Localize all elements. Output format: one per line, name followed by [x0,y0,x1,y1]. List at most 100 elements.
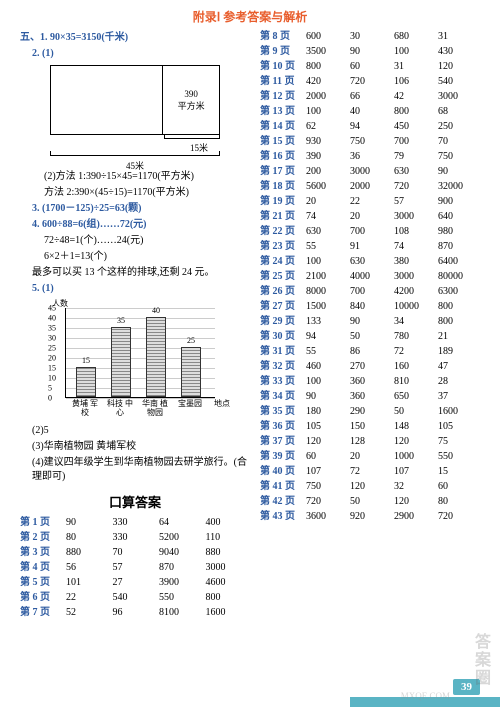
answer-value: 3000 [204,560,251,575]
answer-value: 450 [392,119,436,134]
y-tick: 40 [48,314,56,323]
answer-value: 110 [204,530,251,545]
answer-row: 第 3 页880709040880 [20,545,250,560]
page-label: 第 1 页 [20,515,64,530]
answer-row: 第 7 页529681001600 [20,605,250,620]
page-label: 第 30 页 [260,329,304,344]
watermark: 答案圈 [468,633,492,687]
answer-row: 第 12 页200066423000 [260,89,480,104]
answer-line: (2)5 [20,424,250,438]
x-tick: 宝墨园 [175,400,205,409]
answer-value: 40 [348,104,392,119]
answer-value: 460 [304,359,348,374]
page-label: 第 37 页 [260,434,304,449]
answer-value: 1500 [304,299,348,314]
answer-row: 第 31 页558672189 [260,344,480,359]
answer-value: 36 [348,149,392,164]
answer-value: 200 [304,164,348,179]
answer-value: 100 [304,104,348,119]
answer-line: (2)方法 1:390÷15×45=1170(平方米) [20,170,250,184]
page-label: 第 21 页 [260,209,304,224]
answer-line: 3. (1700－125)÷25=63(颗) [20,202,250,216]
rect-left [51,66,163,134]
answer-value: 62 [304,119,348,134]
y-tick: 35 [48,324,56,333]
answer-row: 第 5 页1012739004600 [20,575,250,590]
answer-value: 8100 [157,605,204,620]
content-area: 五、1. 90×35=3150(千米) 2. (1) 390 平方米 15米 4… [0,29,500,620]
answer-value: 5600 [304,179,348,194]
left-answer-table: 第 1 页9033064400第 2 页803305200110第 3 页880… [20,515,250,620]
answer-row: 第 11 页420720106540 [260,74,480,89]
answer-value: 148 [392,419,436,434]
answer-value: 2000 [348,179,392,194]
answer-value: 360 [348,389,392,404]
answer-value: 2900 [392,509,436,524]
page-label: 第 16 页 [260,149,304,164]
answer-line: 6×2＋1=13(个) [20,250,250,264]
answer-value: 47 [436,359,480,374]
bar-label: 25 [182,336,200,345]
answer-value: 630 [348,254,392,269]
answer-value: 4200 [392,284,436,299]
answer-value: 2100 [304,269,348,284]
answer-line: 五、1. 90×35=3150(千米) [20,31,250,45]
chart-bar: 35 [111,327,131,397]
answer-line: 72÷48=1(个)……24(元) [20,234,250,248]
answer-value: 630 [304,224,348,239]
answer-value: 28 [436,374,480,389]
page-label: 第 19 页 [260,194,304,209]
answer-value: 880 [64,545,111,560]
page-label: 第 9 页 [260,44,304,59]
page-label: 第 11 页 [260,74,304,89]
answer-value: 840 [348,299,392,314]
answer-value: 3000 [392,209,436,224]
answer-row: 第 40 页1077210715 [260,464,480,479]
answer-value: 550 [436,449,480,464]
item-label: 3. (1700－125)÷25=63(颗) [32,203,142,214]
answer-value: 330 [111,530,158,545]
answer-value: 540 [436,74,480,89]
page-label: 第 27 页 [260,299,304,314]
answer-value: 330 [111,515,158,530]
answer-value: 380 [392,254,436,269]
answer-row: 第 30 页945078021 [260,329,480,344]
answer-value: 4000 [348,269,392,284]
page-label: 第 25 页 [260,269,304,284]
page-label: 第 41 页 [260,479,304,494]
answer-value: 21 [436,329,480,344]
answer-value: 640 [436,209,480,224]
answer-value: 106 [392,74,436,89]
bar-label: 35 [112,316,130,325]
answer-row: 第 26 页800070042006300 [260,284,480,299]
answer-value: 3000 [348,164,392,179]
chart-area: 15354025 [65,308,215,398]
answer-row: 第 22 页630700108980 [260,224,480,239]
x-axis-label: 地点 [214,398,230,409]
answer-line: 4. 600÷88=6(组)……72(元) [20,218,250,232]
answer-value: 66 [348,89,392,104]
answer-value: 22 [64,590,111,605]
answer-value: 50 [392,404,436,419]
answer-value: 120 [348,479,392,494]
page-header: 附录Ⅰ 参考答案与解析 [0,0,500,29]
answer-value: 74 [392,239,436,254]
answer-row: 第 17 页200300063090 [260,164,480,179]
answer-value: 34 [392,314,436,329]
answer-row: 第 32 页46027016047 [260,359,480,374]
page-label: 第 13 页 [260,104,304,119]
area-diagram: 390 平方米 15米 45米 [50,65,220,166]
page-label: 第 14 页 [260,119,304,134]
y-tick: 5 [48,384,52,393]
answer-row: 第 39 页60201000550 [260,449,480,464]
answer-value: 800 [436,314,480,329]
answer-value: 800 [204,590,251,605]
answer-value: 750 [304,479,348,494]
section-label: 五、1. 90×35=3150(千米) [20,32,128,43]
answer-value: 86 [348,344,392,359]
answer-row: 第 29 页1339034800 [260,314,480,329]
answer-row: 第 10 页8006031120 [260,59,480,74]
answer-value: 70 [111,545,158,560]
answer-line: (3)华南植物园 黄埔军校 [20,440,250,454]
answer-line: 2. (1) [20,47,250,61]
